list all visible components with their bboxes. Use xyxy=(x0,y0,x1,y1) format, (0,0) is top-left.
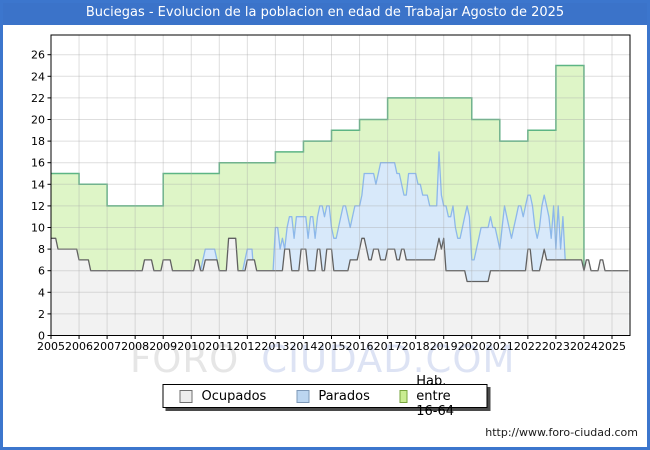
x-tick-label: 2013 xyxy=(261,340,289,353)
x-tick-label: 2023 xyxy=(542,340,570,353)
x-tick-label: 2022 xyxy=(514,340,542,353)
y-tick-label: 14 xyxy=(31,178,45,191)
legend-label: Hab. entre 16-64 xyxy=(416,374,470,419)
legend-swatch xyxy=(400,390,407,403)
x-tick-label: 2010 xyxy=(177,340,205,353)
population-area-chart: 2005200620072008200920102011201220132014… xyxy=(0,0,650,450)
y-tick-label: 18 xyxy=(31,135,45,148)
y-tick-label: 6 xyxy=(38,265,45,278)
y-tick-label: 22 xyxy=(31,92,45,105)
x-tick-label: 2017 xyxy=(374,340,402,353)
y-tick-label: 26 xyxy=(31,49,45,62)
x-tick-label: 2021 xyxy=(486,340,514,353)
chart-legend: OcupadosParadosHab. entre 16-64 xyxy=(163,384,488,408)
x-tick-label: 2006 xyxy=(65,340,93,353)
y-tick-label: 4 xyxy=(38,286,45,299)
x-tick-label: 2016 xyxy=(346,340,374,353)
legend-label: Ocupados xyxy=(202,389,267,404)
y-tick-label: 0 xyxy=(38,330,45,343)
page-title: Buciegas - Evolucion de la poblacion en … xyxy=(0,0,650,25)
legend-swatch xyxy=(296,390,309,403)
y-tick-label: 16 xyxy=(31,157,45,170)
foro-ciudad-chart-window: Buciegas - Evolucion de la poblacion en … xyxy=(0,0,650,450)
y-tick-label: 10 xyxy=(31,222,45,235)
legend-swatch xyxy=(180,390,193,403)
x-tick-label: 2012 xyxy=(233,340,261,353)
legend-label: Parados xyxy=(318,389,370,404)
y-tick-label: 20 xyxy=(31,114,45,127)
legend-item-parados: Parados xyxy=(296,389,370,404)
legend-item-hab-entre-16-64: Hab. entre 16-64 xyxy=(400,374,471,419)
x-tick-label: 2008 xyxy=(121,340,149,353)
y-tick-label: 24 xyxy=(31,70,45,83)
x-tick-label: 2009 xyxy=(149,340,177,353)
x-tick-label: 2025 xyxy=(598,340,626,353)
x-tick-label: 2007 xyxy=(93,340,121,353)
x-tick-label: 2015 xyxy=(318,340,346,353)
x-tick-label: 2011 xyxy=(205,340,233,353)
x-tick-label: 2020 xyxy=(458,340,486,353)
y-tick-label: 8 xyxy=(38,243,45,256)
y-tick-label: 2 xyxy=(38,308,45,321)
legend-item-ocupados: Ocupados xyxy=(180,389,267,404)
site-url[interactable]: http://www.foro-ciudad.com xyxy=(485,426,638,439)
x-tick-label: 2019 xyxy=(430,340,458,353)
y-tick-label: 12 xyxy=(31,200,45,213)
x-tick-label: 2018 xyxy=(402,340,430,353)
x-tick-label: 2024 xyxy=(570,340,598,353)
x-tick-label: 2014 xyxy=(289,340,317,353)
